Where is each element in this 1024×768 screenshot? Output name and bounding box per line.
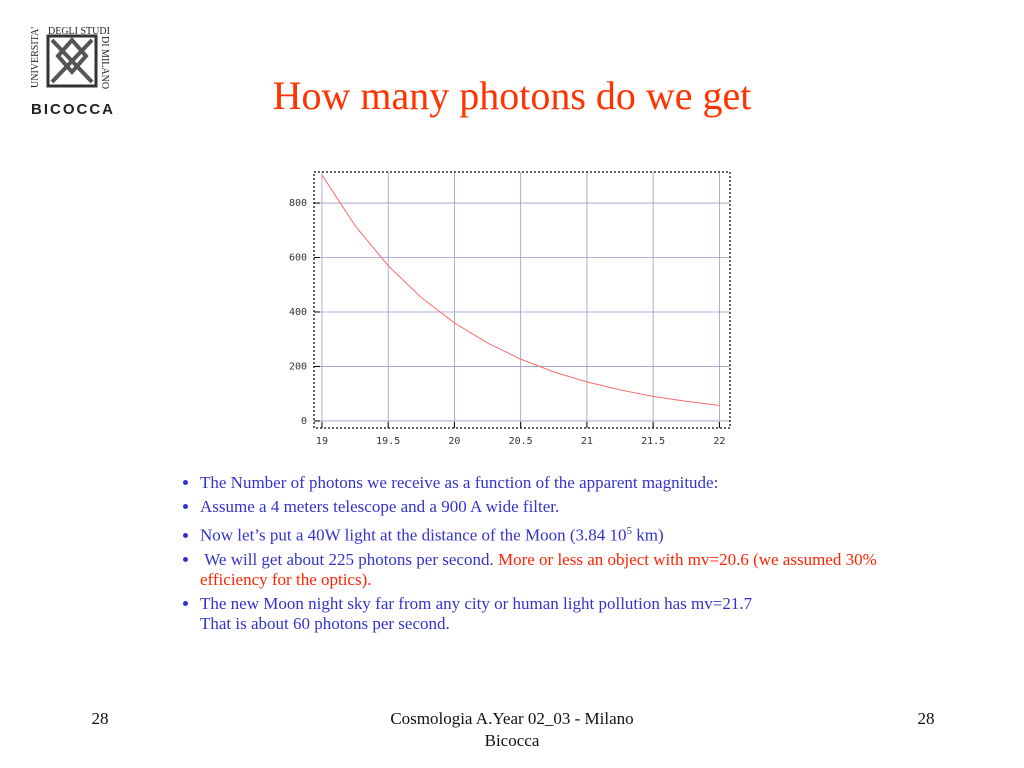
bullet-text: The new Moon night sky far from any city…	[200, 593, 753, 613]
x-tick-label: 21.5	[641, 436, 665, 447]
bullet-text: The Number of photons we receive as a fu…	[200, 473, 719, 492]
y-tick-label: 400	[289, 307, 307, 318]
logo-mark	[50, 36, 94, 84]
x-tick-label: 20	[448, 436, 460, 447]
logo-text: DI MILANO	[99, 36, 110, 89]
bullet: The Number of photons we receive as a fu…	[200, 473, 935, 493]
footer-text: Cosmologia A.Year 02_03 - Milano Bicocca	[390, 709, 634, 750]
bullet: We will get about 225 photons per second…	[200, 550, 935, 590]
x-tick-label: 22	[713, 436, 725, 447]
page-number: 28	[91, 709, 109, 728]
bullet-list: The Number of photons we receive as a fu…	[170, 473, 935, 638]
y-tick-label: 0	[301, 416, 307, 427]
bullet: Assume a 4 meters telescope and a 900 A …	[200, 497, 935, 517]
bullet-text: km)	[632, 525, 664, 545]
plot-frame	[313, 171, 731, 429]
superscript: 5	[626, 525, 633, 537]
data-line	[321, 174, 720, 406]
x-tick-label: 19	[316, 436, 328, 447]
logo: UNIVERSITA' DEGLI STUDI DI MILANO BICOCC…	[30, 26, 115, 118]
bullet-text: We will get about 225 photons per second…	[204, 549, 494, 569]
bullet: Now let’s put a 40W light at the distanc…	[200, 521, 935, 546]
bullet-text: Assume a 4 meters telescope and a 900 A …	[200, 497, 560, 516]
slide-title: How many photons do we get	[272, 73, 752, 118]
logo-text: DEGLI STUDI	[48, 26, 110, 37]
x-tick-label: 21	[581, 436, 593, 447]
x-tick-label: 19.5	[376, 436, 400, 447]
page-number: 28	[917, 709, 935, 728]
bullet: The new Moon night sky far from any city…	[200, 594, 935, 634]
bullet-text: That is about 60 photons per second.	[200, 613, 450, 633]
y-tick-label: 200	[289, 361, 307, 372]
y-tick-label: 800	[289, 198, 307, 209]
chart: 0 200 400 600 800 19 19.5 20 20.5 21 21.5 22	[289, 171, 731, 447]
bullet-note: More or less an object with mv=20.6 (we …	[200, 549, 877, 589]
y-tick-label: 600	[289, 253, 307, 264]
logo-name: BICOCCA	[31, 101, 115, 118]
logo-text: UNIVERSITA'	[30, 27, 41, 88]
x-tick-label: 20.5	[509, 436, 533, 447]
bullet-text: Now let’s put a 40W light at the distanc…	[200, 525, 627, 545]
